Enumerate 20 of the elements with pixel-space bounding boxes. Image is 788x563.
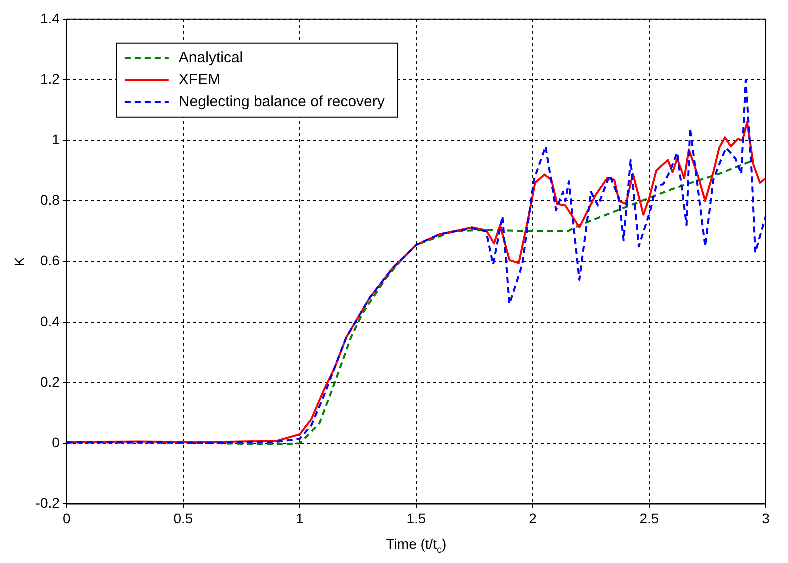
y-tick-label: 0.4 [40,313,60,330]
x-tick-label: 1.5 [406,510,426,526]
x-tick-label: 0.5 [174,510,194,526]
y-tick-label: 1 [52,131,60,148]
y-tick-label: 1.4 [40,10,60,26]
x-tick-label: 0 [63,510,72,526]
x-tick-label: 1 [296,510,304,526]
y-tick-label: 0 [52,434,60,450]
y-tick-label: 0.2 [40,374,60,390]
x-tick-label: 3 [762,510,770,526]
y-tick-label: 0.6 [40,252,60,269]
y-tick-label: -0.2 [36,495,60,512]
legend-label: Neglecting balance of recovery [178,94,386,111]
y-axis-title: K [11,256,28,266]
legend-label: XFEM [178,72,221,89]
y-tick-label: 1.2 [40,70,60,87]
x-tick-label: 2.5 [640,510,660,526]
y-tick-label: 0.8 [40,192,60,208]
legend-label: Analytical [178,50,244,67]
x-tick-label: 2 [529,510,538,526]
